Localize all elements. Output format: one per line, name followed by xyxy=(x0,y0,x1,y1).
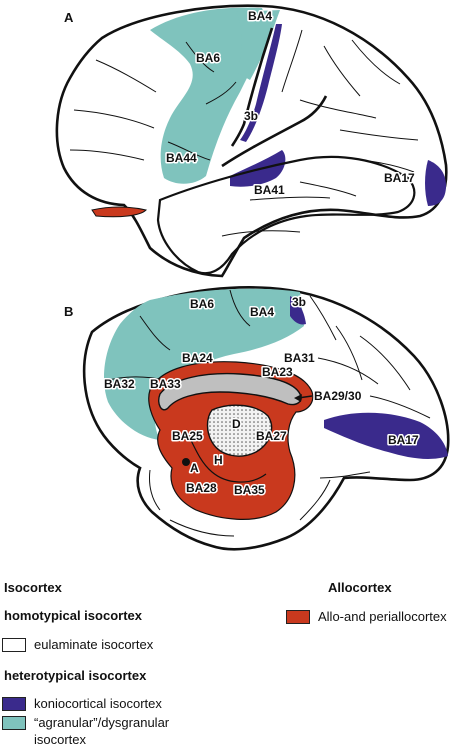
corpus-callosum xyxy=(158,372,302,411)
label-b-3b: 3b xyxy=(292,295,306,309)
lateral-allocortex-region xyxy=(91,206,147,218)
label-a-3b: 3b xyxy=(244,109,258,123)
label-b-ba31: BA31 xyxy=(284,351,315,365)
lateral-3b-strip xyxy=(240,24,282,142)
label-b-a: A xyxy=(190,461,199,475)
legend: Isocortex homotypical isocortex eulamina… xyxy=(0,570,462,754)
lateral-sulcus xyxy=(221,95,328,168)
label-b-ba33: BA33 xyxy=(150,377,181,391)
hippocampal-outline xyxy=(185,429,267,483)
medial-ba17-region xyxy=(324,412,448,459)
panel-a-lateral-view: A BA4 BA6 3b BA44 BA41 BA17 xyxy=(55,4,448,278)
panel-b-medial-view: B BA6 BA4 3b BA24 BA31 BA32 BA33 BA23 BA… xyxy=(64,286,450,551)
brain-diagram: A BA4 BA6 3b BA44 BA41 BA17 xyxy=(55,4,450,551)
temporal-lobe-outline xyxy=(156,155,416,275)
label-b-ba25: BA25 xyxy=(172,429,203,443)
label-b-ba2930: BA29/30 xyxy=(314,389,362,403)
label-b-ba4: BA4 xyxy=(250,305,274,319)
label-b-ba35: BA35 xyxy=(234,483,265,497)
label-a-ba44: BA44 xyxy=(166,151,197,165)
panel-a-letter: A xyxy=(64,10,74,25)
label-b-d: D xyxy=(232,417,241,431)
label-b-ba32: BA32 xyxy=(104,377,135,391)
lateral-ba17-region xyxy=(425,160,446,206)
lateral-ba4-region xyxy=(236,10,280,80)
thalamus-region xyxy=(206,404,273,457)
label-a-ba41: BA41 xyxy=(254,183,285,197)
label-a-ba17: BA17 xyxy=(384,171,415,185)
legend-homotypical-heading: homotypical isocortex xyxy=(4,608,142,623)
amygdala-marker xyxy=(182,458,190,466)
legend-allo-swatch xyxy=(286,610,310,624)
legend-eulaminate-swatch xyxy=(2,638,26,652)
panel-b-letter: B xyxy=(64,304,73,319)
legend-isocortex-heading: Isocortex xyxy=(4,580,62,595)
central-sulcus xyxy=(230,27,274,147)
label-a-ba6: BA6 xyxy=(196,51,220,65)
label-b-ba28: BA28 xyxy=(186,481,217,495)
label-b-ba23: BA23 xyxy=(262,365,293,379)
legend-koniocortical-swatch xyxy=(2,697,26,711)
legend-allo-label: Allo-and periallocortex xyxy=(318,609,447,624)
ba2930-arrowhead xyxy=(294,394,302,402)
lateral-gyral-lines xyxy=(69,29,419,237)
legend-allocortex-heading: Allocortex xyxy=(328,580,392,595)
legend-koniocortical-label: koniocortical isocortex xyxy=(34,696,162,711)
label-b-ba17: BA17 xyxy=(388,433,419,447)
label-b-ba24: BA24 xyxy=(182,351,213,365)
label-b-ba27: BA27 xyxy=(256,429,287,443)
medial-3b-strip xyxy=(290,296,306,325)
legend-heterotypical-heading: heterotypical isocortex xyxy=(4,668,147,683)
legend-agranular-label-line1: “agranular”/dysgranular xyxy=(34,715,170,730)
label-b-ba6: BA6 xyxy=(190,297,214,311)
lateral-hemisphere-outline xyxy=(55,4,448,278)
label-b-h: H xyxy=(214,453,223,467)
legend-eulaminate-label: eulaminate isocortex xyxy=(34,637,154,652)
label-a-ba4: BA4 xyxy=(248,9,272,23)
medial-gyral-lines xyxy=(107,289,431,537)
legend-agranular-swatch xyxy=(2,716,26,730)
legend-agranular-label-line2: isocortex xyxy=(34,732,87,747)
lateral-agranular-region xyxy=(150,7,270,184)
